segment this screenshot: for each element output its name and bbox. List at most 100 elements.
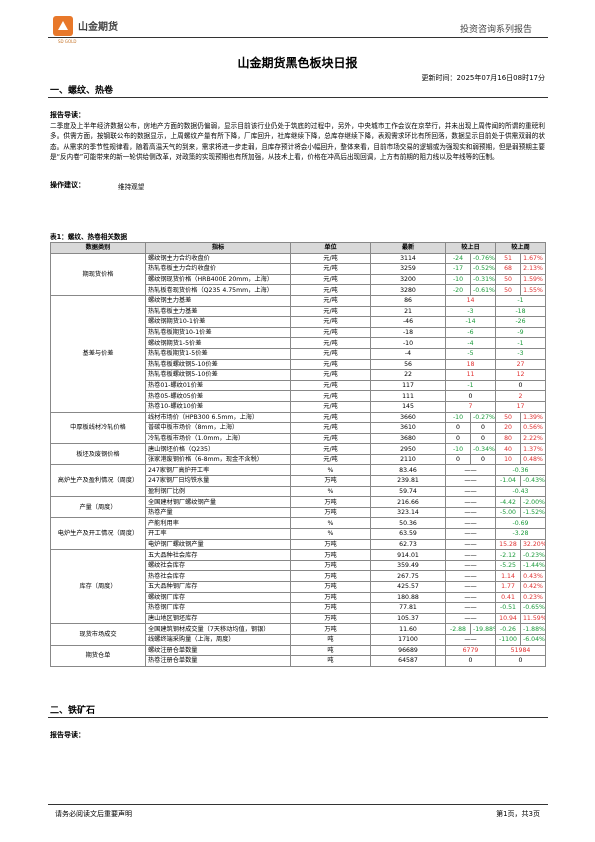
unit-cell: 万吨	[290, 623, 371, 635]
unit-cell: 元/吨	[290, 369, 371, 381]
indicator-cell: 热卷产量	[145, 506, 291, 519]
latest-cell: 62.73	[370, 538, 446, 551]
change-cell: 50	[495, 411, 521, 424]
change-cell: 2.13%	[520, 263, 546, 275]
data-row: 高炉生产及盈利情况（周度） 247家钢厂高炉开工率% 83.46 —— -0.36	[50, 464, 546, 498]
latest-cell: 59.74	[370, 485, 446, 498]
unit-cell: 万吨	[290, 602, 371, 614]
change-cell: 20	[495, 422, 521, 434]
header-cell: 最新	[370, 242, 446, 254]
data-row: 热轧板卷现货价格（Q235 4.75mm，上海） 元/吨 3280 -20 -0.61%…	[51, 284, 546, 296]
indicator-cell: 螺纹钢厂库存	[145, 591, 291, 604]
unit-cell: 元/吨	[290, 443, 371, 455]
unit-cell: 元/吨	[290, 358, 371, 371]
unit-cell: %	[290, 517, 371, 530]
advice-label: 操作建议：	[50, 181, 85, 189]
change-cell: -3	[445, 305, 496, 318]
section-rule	[48, 717, 548, 718]
latest-cell: 17100	[370, 633, 446, 646]
header-row: 数据类别 指标 单位 最新 较上日 较上周	[50, 242, 546, 254]
logo-text: 山金期货	[78, 22, 118, 33]
change-cell: 32.20%	[520, 538, 546, 551]
change-cell: -0.36	[495, 464, 546, 477]
latest-cell: 3680	[370, 432, 446, 445]
indicator-cell: 线材市场价（HPB300 6.5mm，上海）	[145, 411, 291, 424]
unit-cell: 元/吨	[290, 390, 371, 402]
data-row: 期货仓单 螺纹注册仓单数量吨 96689 6779 51984	[50, 644, 546, 667]
intro-label: 报告导读：	[50, 731, 85, 739]
title: 山金期货黑色板块日报	[237, 56, 358, 70]
indicator-cell: 热卷钢厂库存	[145, 602, 291, 614]
change-cell: 0	[470, 453, 496, 466]
change-cell: 0	[445, 453, 471, 466]
change-cell: -3.28	[495, 528, 546, 540]
indicator-cell: 热轧卷板螺纹钢5-10价差	[145, 369, 291, 381]
category-cell: 库存（周度）	[50, 549, 146, 625]
data-row: 热卷10-螺纹10价差 元/吨 145 7 17	[51, 400, 546, 413]
indicator-cell: 螺纹社会库存	[145, 559, 291, 572]
change-cell: -0.61%	[470, 284, 496, 296]
header-cell: 单位	[290, 242, 371, 254]
latest-cell: 3114	[370, 252, 446, 265]
data-row: 现货市场成交 全国建筑钢材成交量（7天移动均值，钢银） 万吨 11.60 -2.88 -1…	[50, 623, 546, 646]
change-cell: -6.04%	[520, 633, 546, 646]
data-row: 螺纹钢期货1-5价差 元/吨 -10 -4 -1	[51, 337, 546, 349]
data-row: 螺纹社会库存 万吨 359.49 —— -5.25 -1.44%	[51, 559, 546, 572]
change-cell: -4.42	[495, 496, 521, 508]
latest-cell: 2950	[370, 443, 446, 455]
latest-cell: 83.46	[370, 464, 446, 477]
change-cell: -0.34%	[470, 443, 496, 455]
table-caption: 表1：螺纹、热卷相关数据	[50, 233, 128, 241]
unit-cell: 万吨	[290, 506, 371, 519]
latest-cell: 3280	[370, 284, 446, 296]
data-row: 螺纹钢现货价格（HRB400E 20mm，上海） 元/吨 3200 -10 -0.31%…	[51, 273, 546, 286]
indicator-cell: 产能利用率	[145, 517, 291, 530]
indicator-cell: 盈利钢厂比例	[145, 485, 291, 498]
indicator-cell: 热轧卷板螺纹钢5-10价差	[145, 358, 291, 371]
change-cell: -19.88%	[470, 623, 496, 635]
latest-cell: 111	[370, 390, 446, 402]
indicator-cell: 螺纹钢期货10-1价差	[145, 316, 291, 328]
change-cell: 0	[495, 379, 546, 392]
change-cell: -1	[495, 337, 546, 349]
indicator-cell: 螺纹注册仓单数量	[145, 644, 291, 657]
unit-cell: 万吨	[290, 559, 371, 572]
change-cell: 12	[495, 369, 546, 381]
change-cell: -6	[445, 326, 496, 339]
indicator-cell: 热轧卷板期货10-1价差	[145, 326, 291, 339]
unit-cell: 元/吨	[290, 422, 371, 434]
latest-cell: 914.01	[370, 549, 446, 561]
change-cell: 0.23%	[520, 591, 546, 604]
unit-cell: %	[290, 464, 371, 477]
change-cell: -0.23%	[520, 549, 546, 561]
indicator-cell: 247家钢厂日均铁水量	[145, 475, 291, 487]
change-cell: 2.22%	[520, 432, 546, 445]
header-cell: 数据类别	[50, 242, 146, 254]
change-cell: 50	[495, 273, 521, 286]
change-cell: ——	[445, 538, 496, 551]
unit-cell: 元/吨	[290, 432, 371, 445]
report-series: 投资咨询系列报告	[460, 25, 533, 35]
unit-cell: 元/吨	[290, 400, 371, 413]
data-row: 热卷05-螺纹05价差 元/吨 111 0 2	[51, 390, 546, 402]
data-row: 热卷社会库存 万吨 267.75 —— 1.14 0.43%	[51, 570, 546, 582]
latest-cell: 3660	[370, 411, 446, 424]
data-row: 热轧卷板主力基差 元/吨 21 -3 -18	[51, 305, 546, 318]
data-row: 热轧卷板期货10-1价差 元/吨 -18 -6 -9	[51, 326, 546, 339]
change-cell: ——	[445, 559, 496, 572]
indicator-cell: 电炉钢厂螺纹钢产量	[145, 538, 291, 551]
latest-cell: 86	[370, 294, 446, 307]
indicator-cell: 热卷社会库存	[145, 570, 291, 582]
change-cell: -0.52%	[470, 263, 496, 275]
change-cell: -0.51	[495, 602, 521, 614]
indicator-cell: 热卷10-螺纹10价差	[145, 400, 291, 413]
indicator-cell: 螺纹钢主力合约收盘价	[145, 252, 291, 265]
change-cell: ——	[445, 549, 496, 561]
latest-cell: -46	[370, 316, 446, 328]
indicator-cell: 热卷05-螺纹05价差	[145, 390, 291, 402]
change-cell: 0.43%	[520, 570, 546, 582]
change-cell: 0.42%	[520, 581, 546, 593]
intro-text: 二季度及上半年经济数据公布，房地产方面的数据仍偏弱，显示目前该行业仍处于筑底的过…	[50, 122, 545, 162]
change-cell: -18	[495, 305, 546, 318]
change-cell: 51	[495, 252, 521, 265]
